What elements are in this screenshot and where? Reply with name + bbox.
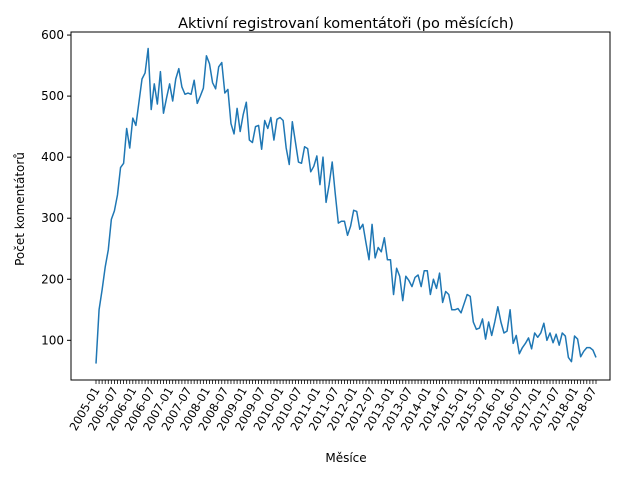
y-tick-label: 400 bbox=[41, 150, 64, 164]
x-axis-label: Měsíce bbox=[325, 451, 366, 465]
x-axis: 2005-012005-072006-012006-072007-012007-… bbox=[66, 380, 600, 433]
y-axis-label: Počet komentátorů bbox=[13, 152, 27, 266]
y-tick-label: 600 bbox=[41, 28, 64, 42]
series-line bbox=[95, 47, 597, 364]
y-tick-label: 200 bbox=[41, 272, 64, 286]
y-tick-label: 500 bbox=[41, 89, 64, 103]
plot-frame bbox=[70, 31, 611, 381]
y-axis: 100 200 300 400 500 600 bbox=[41, 28, 71, 347]
plot-area bbox=[70, 31, 611, 381]
chart-title: Aktivní registrovaní komentátoři (po měs… bbox=[178, 16, 514, 32]
y-tick-label: 100 bbox=[41, 333, 64, 347]
y-tick-label: 300 bbox=[41, 211, 64, 225]
